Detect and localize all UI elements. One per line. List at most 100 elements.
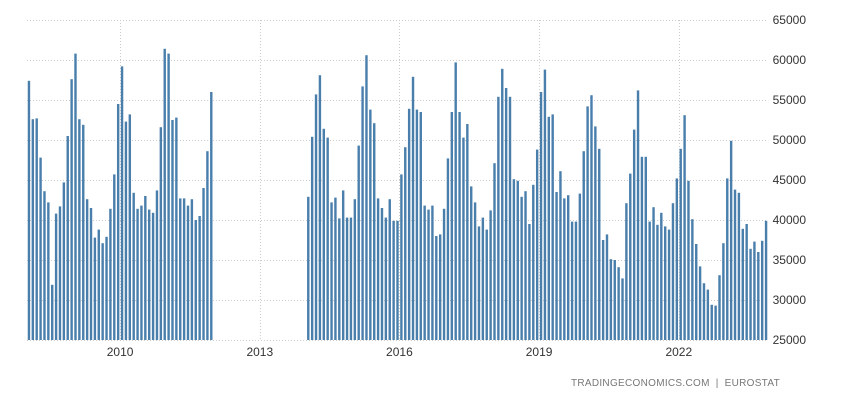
bar-135 [551,114,554,341]
bar-101 [419,112,422,340]
bar-136 [555,192,558,340]
bar-181 [729,140,733,340]
x-axis: 2010 2013 2016 2019 2022 [107,345,693,359]
source-separator: | [716,378,719,389]
bar-141 [574,221,578,340]
x-tick-label-4: 2022 [665,345,692,359]
bar-2 [35,118,38,341]
source-credit: TRADINGECONOMICS.COM | EUROSTAT [571,378,780,389]
bar-118 [485,229,488,340]
bar-140 [570,221,574,340]
bar-47 [210,92,213,340]
bar-113 [466,124,469,340]
bar-46 [206,151,209,340]
bar-1 [31,119,35,340]
bar-147 [598,148,601,340]
bar-74 [314,94,318,341]
bar-38 [175,117,178,340]
x-tick-label-2: 2016 [386,345,413,359]
bar-170 [687,180,690,340]
bar-110 [454,62,457,341]
bar-90 [376,198,380,340]
bar-19 [101,243,104,340]
bar-126 [516,180,519,340]
bar-5 [47,202,50,340]
bar-156 [632,129,636,340]
bar-183 [737,192,741,340]
bar-173 [698,266,702,340]
bar-72 [307,196,310,340]
bar-87 [365,55,368,340]
bar-23 [116,104,120,340]
y-axis: 25000 30000 35000 40000 45000 50000 55000 60000… [773,13,807,347]
bar-10 [66,136,69,340]
bar-168 [679,148,682,340]
bar-45 [202,188,205,340]
bar-32 [151,212,155,340]
bar-94 [392,220,395,340]
bar-3 [39,157,42,340]
bar-29 [140,205,143,340]
bar-75 [318,75,322,340]
bar-37 [171,120,174,340]
bar-100 [415,109,419,340]
bar-6 [51,284,54,340]
bar-93 [388,199,391,340]
bar-190 [764,220,768,340]
bar-35 [163,48,166,341]
bar-167 [675,178,679,340]
y-tick-label-3: 40000 [773,213,807,227]
bar-15 [85,199,89,340]
bar-36 [167,53,170,340]
bar-78 [330,202,333,340]
bar-186 [749,248,752,340]
x-tick-label-1: 2013 [246,345,273,359]
bar-185 [745,224,748,340]
bar-20 [105,236,108,340]
bar-127 [520,196,523,340]
y-tick-label-8: 65000 [773,13,807,27]
bar-120 [493,163,496,340]
bar-9 [62,182,66,340]
y-tick-label-4: 45000 [773,173,807,187]
bar-158 [640,156,644,340]
bar-112 [462,137,465,340]
bar-80 [338,218,341,340]
bar-99 [411,76,415,341]
bar-178 [718,275,721,340]
bar-16 [89,208,93,340]
bar-153 [621,278,624,340]
bar-122 [501,68,504,341]
bar-33 [155,190,159,340]
gridlines [27,20,768,341]
bar-166 [671,203,675,340]
bar-146 [594,126,597,341]
bar-18 [97,229,100,340]
bar-165 [667,229,671,340]
bar-143 [582,151,585,340]
bar-131 [535,149,539,340]
bar-103 [427,209,430,340]
bar-162 [656,224,659,340]
bar-129 [528,224,531,340]
bar-145 [590,95,593,340]
bar-151 [613,260,616,340]
bar-163 [660,212,663,340]
bar-188 [757,252,760,340]
bar-79 [334,197,337,340]
bar-159 [644,156,647,340]
bar-84 [353,199,357,340]
bar-176 [710,304,713,340]
bar-148 [601,240,605,340]
bar-142 [578,193,582,340]
bar-96 [400,174,403,340]
bar-184 [741,228,744,340]
bar-31 [148,209,151,340]
bar-174 [702,283,706,340]
bar-189 [760,240,764,340]
bar-106 [438,234,442,340]
bar-17 [93,237,97,340]
bar-114 [470,186,473,340]
bar-26 [128,114,132,341]
